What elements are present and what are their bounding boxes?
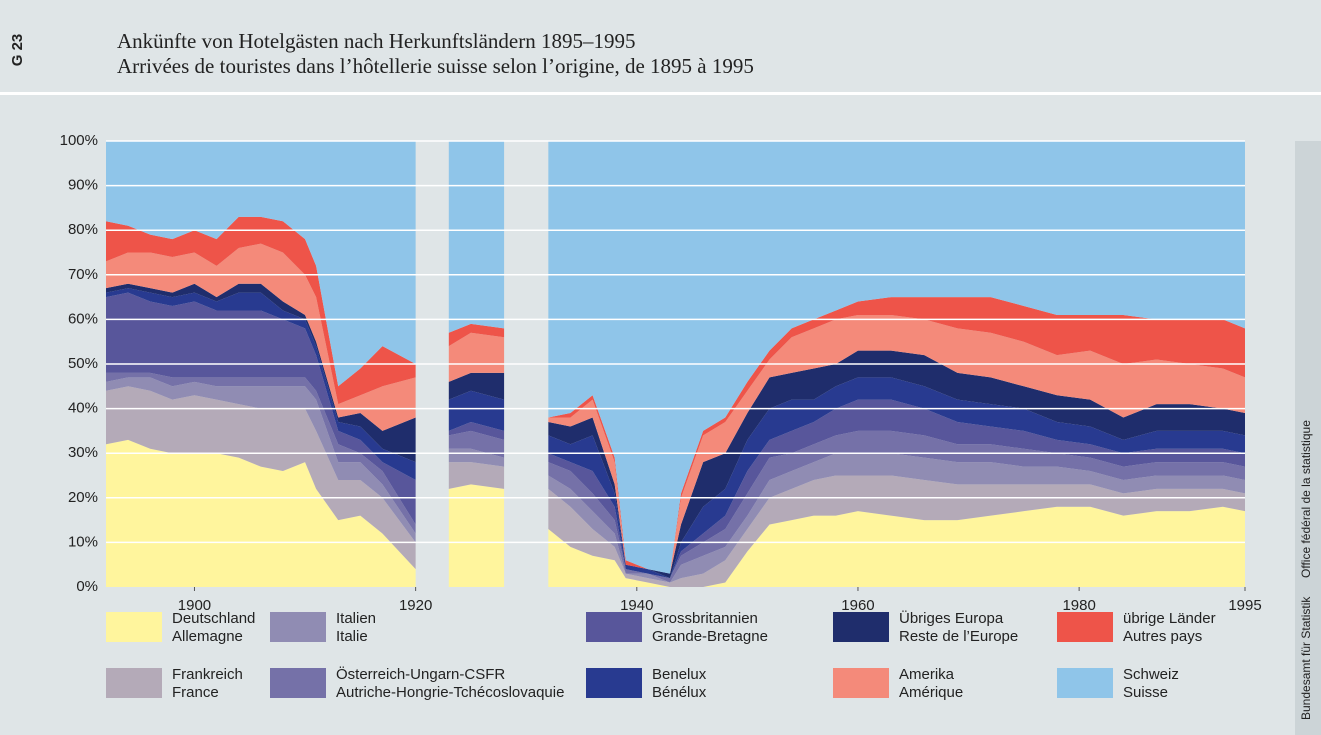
area	[106, 386, 1245, 587]
legend-label: Österreich-Ungarn-CSFR	[336, 665, 505, 683]
legend-label: Grossbritannien	[652, 610, 758, 627]
legend-label: Frankreich	[172, 666, 243, 683]
area	[106, 292, 1245, 579]
legend-label: Allemagne	[172, 628, 243, 645]
x-tick-label: 1960	[841, 597, 874, 614]
y-tick-label: 0%	[76, 578, 98, 595]
legend-label: Amérique	[899, 684, 963, 701]
legend-label: Italie	[336, 628, 368, 645]
area	[106, 439, 1245, 587]
legend-swatch	[586, 612, 642, 642]
y-tick-label: 60%	[68, 310, 98, 327]
area	[106, 141, 1245, 574]
area	[106, 377, 1245, 583]
x-tick-label: 1980	[1062, 597, 1095, 614]
legend-label: Autres pays	[1123, 628, 1202, 645]
x-tick-label: 1995	[1228, 597, 1261, 614]
legend-swatch	[1057, 612, 1113, 642]
source: Bundesamt für Statistik	[1299, 596, 1313, 720]
source: Office fédéral de la statistique	[1299, 420, 1313, 578]
figure-id: G 23	[9, 34, 26, 67]
y-tick-label: 20%	[68, 489, 98, 506]
legend-label: Bénélux	[652, 684, 707, 701]
side-strip	[1295, 141, 1321, 735]
legend-label: Autriche-Hongrie-Tchécoslovaquie	[336, 684, 564, 701]
legend-label: Grande-Bretagne	[652, 628, 768, 645]
legend-label: Reste de l’Europe	[899, 628, 1018, 645]
legend-swatch	[833, 668, 889, 698]
y-tick-label: 50%	[68, 355, 98, 372]
legend-label: Benelux	[652, 666, 707, 683]
y-tick-label: 100%	[60, 132, 98, 149]
legend-label: Schweiz	[1123, 666, 1179, 683]
x-tick-label: 1920	[399, 597, 432, 614]
area	[106, 243, 1245, 574]
y-tick-label: 70%	[68, 266, 98, 283]
legend-label: Deutschland	[172, 610, 255, 627]
y-tick-label: 30%	[68, 444, 98, 461]
legend-swatch	[270, 668, 326, 698]
chart-title: Ankünfte von Hotelgästen nach Herkunftsl…	[117, 29, 635, 53]
legend-swatch	[1057, 668, 1113, 698]
legend-label: Suisse	[1123, 684, 1168, 701]
area	[106, 216, 1245, 574]
x-tick-label: 1900	[178, 597, 211, 614]
legend-swatch	[106, 668, 162, 698]
legend-swatch	[586, 668, 642, 698]
y-tick-label: 80%	[68, 221, 98, 238]
header-rule	[0, 92, 1321, 95]
y-tick-label: 90%	[68, 177, 98, 194]
y-tick-label: 10%	[68, 533, 98, 550]
chart-subtitle: Arrivées de touristes dans l’hôtellerie …	[117, 54, 754, 78]
legend-swatch	[270, 612, 326, 642]
legend-label: übrige Länder	[1123, 610, 1216, 627]
x-tick-label: 1940	[620, 597, 653, 614]
legend-label: Italien	[336, 610, 376, 627]
legend-swatch	[833, 612, 889, 642]
legend-label: France	[172, 684, 219, 701]
y-tick-label: 40%	[68, 400, 98, 417]
legend-label: Übriges Europa	[899, 609, 1004, 627]
legend-label: Amerika	[899, 666, 955, 683]
legend-swatch	[106, 612, 162, 642]
